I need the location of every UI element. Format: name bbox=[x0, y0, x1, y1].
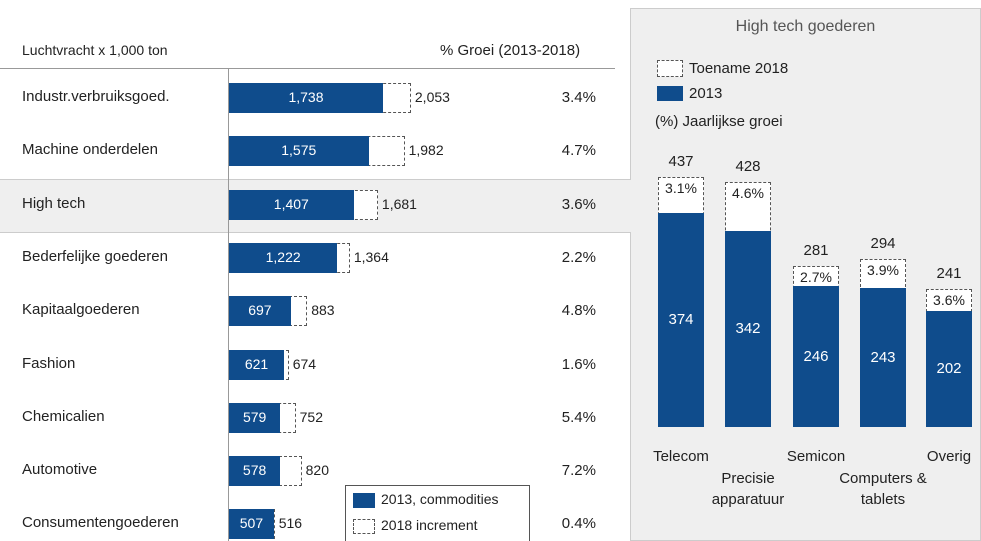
legend-label: (%) Jaarlijkse groei bbox=[655, 113, 783, 130]
growth-label: 3.4% bbox=[561, 89, 596, 106]
value-label-2018: 674 bbox=[292, 355, 317, 372]
bar-2013 bbox=[860, 288, 906, 427]
value-label-2013: 342 bbox=[735, 320, 761, 338]
legend-label: Toename 2018 bbox=[689, 60, 789, 77]
axis-line bbox=[228, 68, 229, 541]
category-label: Computers & tablets bbox=[839, 470, 927, 508]
category-label: Bederfelijke goederen bbox=[22, 247, 168, 265]
legend-label: 2013, commodities bbox=[381, 491, 499, 507]
growth-label: 4.7% bbox=[561, 142, 596, 160]
value-label-2018: 516 bbox=[278, 515, 303, 532]
growth-label: 0.4% bbox=[561, 515, 596, 533]
value-label-2013: 579 bbox=[242, 408, 267, 425]
category-label: Industr.verbruiksgoed. bbox=[22, 88, 170, 105]
bar-2013 bbox=[229, 242, 338, 273]
category-label: Precisie apparatuur bbox=[711, 470, 785, 508]
growth-label: 3.6% bbox=[933, 292, 965, 309]
total-label: 281 bbox=[803, 242, 829, 260]
bar-2013 bbox=[658, 213, 704, 427]
value-label-2018: 1,982 bbox=[408, 142, 444, 159]
category-label: Telecom bbox=[653, 448, 709, 465]
value-label-2013: 1,738 bbox=[288, 89, 324, 105]
category-label: Kapitaalgoederen bbox=[22, 301, 140, 319]
chart-title: High tech goederen bbox=[735, 18, 876, 35]
bar-2013 bbox=[229, 402, 281, 433]
bar-2013 bbox=[229, 189, 354, 220]
legend-swatch bbox=[657, 60, 683, 77]
total-label: 294 bbox=[870, 234, 896, 252]
category-label: High tech bbox=[22, 194, 86, 212]
category-label: Overig bbox=[926, 448, 972, 465]
value-label-2013: 1,407 bbox=[273, 195, 309, 212]
total-label: 428 bbox=[735, 158, 761, 176]
growth-label: 4.8% bbox=[561, 302, 596, 320]
value-label-2013: 1,222 bbox=[265, 248, 301, 265]
total-label: 437 bbox=[668, 153, 694, 171]
header-rule bbox=[0, 68, 615, 69]
value-label-2013: 243 bbox=[870, 348, 896, 366]
value-label-2013: 202 bbox=[936, 360, 962, 378]
value-label-2018: 2,053 bbox=[414, 89, 450, 105]
growth-label: 3.1% bbox=[665, 180, 697, 197]
bar-2013 bbox=[926, 311, 972, 427]
bar-2013 bbox=[229, 136, 369, 167]
category-label: Machine onderdelen bbox=[22, 141, 158, 159]
category-label: Fashion bbox=[22, 354, 76, 372]
value-label-2018: 883 bbox=[311, 302, 335, 319]
growth-header: % Groei (2013-2018) bbox=[440, 42, 581, 59]
value-label-2013: 578 bbox=[242, 462, 267, 479]
legend-swatch bbox=[353, 519, 375, 534]
category-label: Automotive bbox=[22, 461, 98, 479]
category-label: Chemicalien bbox=[22, 407, 105, 425]
growth-label: 3.6% bbox=[561, 195, 596, 213]
bar-2013 bbox=[229, 509, 274, 540]
growth-label: 1.6% bbox=[561, 355, 596, 373]
value-label-2018: 1,364 bbox=[353, 248, 389, 265]
legend-swatch bbox=[657, 86, 683, 101]
value-label-2018: 752 bbox=[299, 408, 323, 425]
category-label: Semicon bbox=[786, 448, 846, 465]
category-label: Consumentengoederen bbox=[22, 514, 179, 532]
growth-label: 5.4% bbox=[561, 408, 596, 426]
bar-2013 bbox=[229, 83, 383, 113]
legend bbox=[345, 485, 530, 541]
growth-label: 2.2% bbox=[561, 248, 596, 266]
legend-swatch bbox=[353, 493, 375, 508]
value-label-2013: 697 bbox=[248, 302, 272, 319]
bar-2013 bbox=[229, 349, 285, 380]
bar-2013 bbox=[793, 286, 839, 427]
growth-label: 2.7% bbox=[800, 269, 832, 286]
label-header: Luchtvracht x 1,000 ton bbox=[22, 42, 168, 58]
value-label-2018: 820 bbox=[305, 462, 329, 479]
value-label-2018: 1,681 bbox=[381, 195, 417, 212]
value-label-2013: 507 bbox=[239, 515, 264, 532]
value-label-2013: 246 bbox=[803, 347, 829, 365]
value-label-2013: 621 bbox=[244, 355, 269, 372]
bar-2013 bbox=[229, 456, 281, 487]
total-label: 241 bbox=[936, 265, 962, 283]
legend-label: 2018 increment bbox=[381, 517, 478, 533]
bar-2013 bbox=[229, 296, 291, 327]
growth-label: 3.9% bbox=[867, 261, 899, 278]
growth-label: 7.2% bbox=[561, 462, 596, 480]
value-label-2013: 1,575 bbox=[281, 142, 317, 159]
growth-label: 4.6% bbox=[732, 185, 764, 202]
value-label-2013: 374 bbox=[668, 311, 694, 329]
legend-label: 2013 bbox=[689, 85, 723, 102]
bar-2013 bbox=[725, 231, 771, 427]
